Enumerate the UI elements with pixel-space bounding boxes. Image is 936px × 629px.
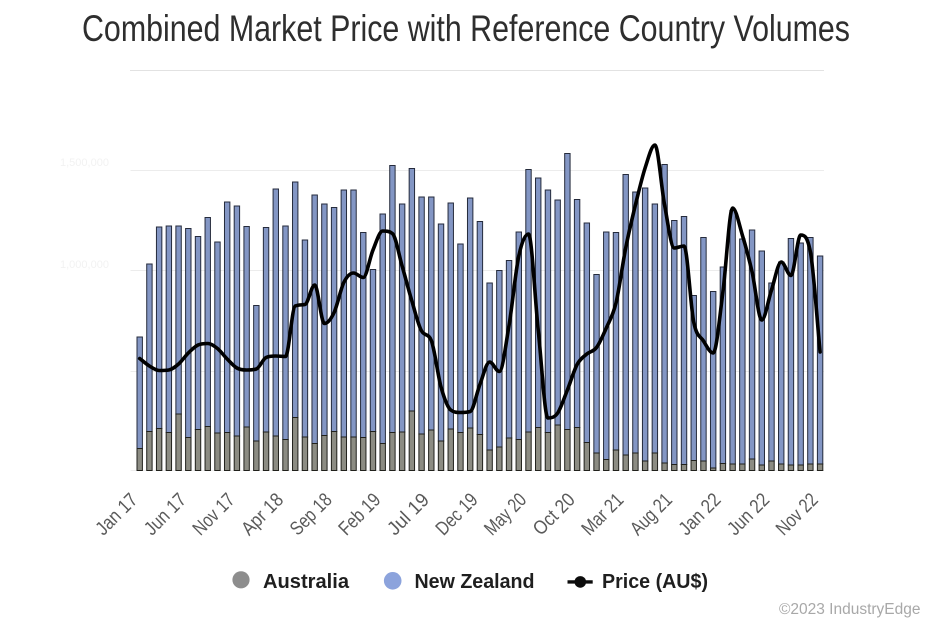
svg-text:New Zealand: New Zealand bbox=[415, 570, 535, 593]
svg-text:©2023 IndustryEdge: ©2023 IndustryEdge bbox=[779, 601, 921, 618]
svg-text:Australia: Australia bbox=[263, 570, 350, 593]
svg-text:1,500,000: 1,500,000 bbox=[60, 157, 109, 169]
svg-text:1,000,000: 1,000,000 bbox=[60, 259, 109, 271]
svg-text:Price (AU$): Price (AU$) bbox=[602, 570, 708, 593]
svg-text:Combined Market Price with Ref: Combined Market Price with Reference Cou… bbox=[82, 8, 850, 49]
